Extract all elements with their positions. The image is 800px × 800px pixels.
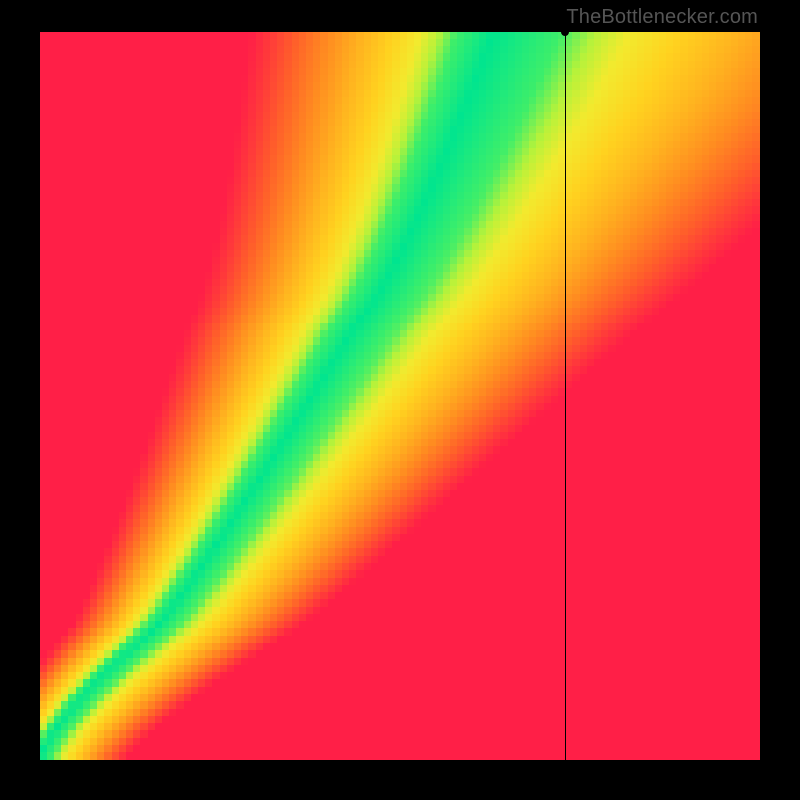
vertical-marker-line <box>565 32 566 760</box>
heatmap-canvas <box>40 32 760 760</box>
marker-dot <box>561 28 569 36</box>
watermark-text: TheBottlenecker.com <box>566 6 758 29</box>
heatmap-plot-area <box>40 32 760 760</box>
